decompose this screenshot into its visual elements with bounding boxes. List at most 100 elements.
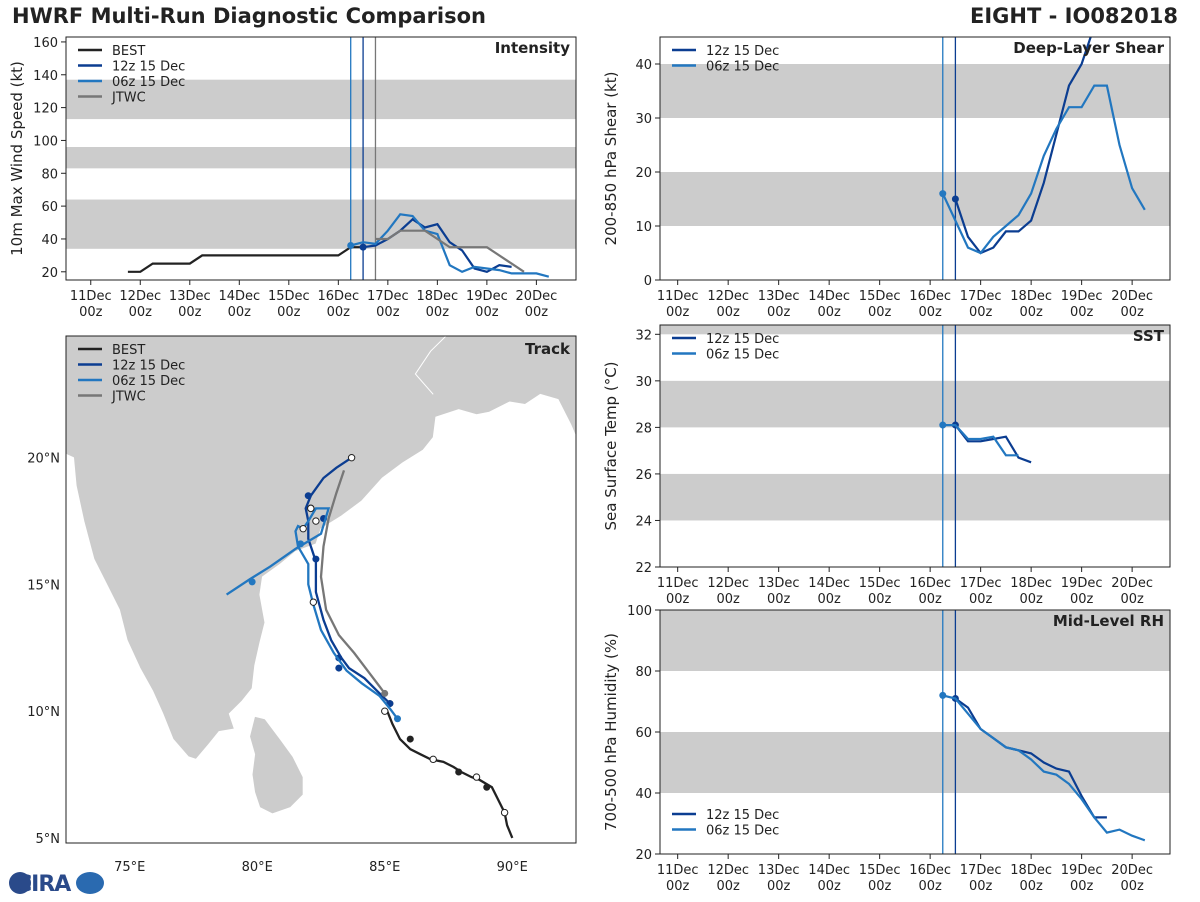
track-point-filled <box>248 578 256 586</box>
track-point-filled <box>455 768 463 776</box>
legend-label: 12z 15 Dec <box>706 808 779 823</box>
threshold-band <box>66 147 576 169</box>
threshold-band <box>660 732 1170 793</box>
threshold-band <box>660 473 1170 521</box>
sri-lanka-landmass <box>249 715 304 815</box>
x-tick-label-day: 18Dec <box>1010 576 1052 591</box>
x-tick-label-hour: 00z <box>817 879 841 894</box>
x-tick-label-hour: 00z <box>868 879 892 894</box>
threshold-band <box>660 172 1170 226</box>
chart-sst: 22242628303211Dec00z12Dec00z13Dec00z14De… <box>602 324 1171 607</box>
x-tick-label-day: 13Dec <box>169 289 211 304</box>
track-point-open <box>312 517 320 525</box>
threshold-band <box>660 610 1170 671</box>
x-tick-label-hour: 00z <box>767 592 791 607</box>
x-tick-label-hour: 00z <box>817 592 841 607</box>
y-tick-label: 140 <box>33 69 58 84</box>
x-tick-label-day: 16Dec <box>909 576 951 591</box>
series-line <box>127 246 364 273</box>
legend-label: JTWC <box>111 91 146 106</box>
track-point-filled <box>406 735 414 743</box>
x-tick-label-day: 19Dec <box>1061 576 1103 591</box>
logo-globe-icon <box>9 872 104 894</box>
x-tick-label-hour: 00z <box>716 592 740 607</box>
threshold-band <box>660 325 1170 335</box>
x-tick-label-day: 19Dec <box>1061 863 1103 878</box>
init-point <box>939 691 947 699</box>
x-tick-label-day: 16Dec <box>909 289 951 304</box>
x-tick-label-hour: 00z <box>1070 592 1094 607</box>
x-tick-label-hour: 00z <box>969 592 993 607</box>
x-tick-label-day: 14Dec <box>218 289 260 304</box>
x-tick-label-hour: 00z <box>376 305 400 320</box>
track-point-filled <box>394 715 401 723</box>
y-tick-label: 40 <box>635 787 652 802</box>
track-point-filled <box>483 783 491 791</box>
x-tick-label-hour: 00z <box>228 305 252 320</box>
x-tick-label-day: 19Dec <box>1061 289 1103 304</box>
x-tick-label-hour: 00z <box>868 592 892 607</box>
x-tick-label-day: 13Dec <box>758 289 800 304</box>
track-point-open <box>472 773 481 781</box>
threshold-band <box>660 64 1170 118</box>
x-tick-label-day: 15Dec <box>859 576 901 591</box>
x-tick-label-day: 13Dec <box>758 863 800 878</box>
x-tick-label-day: 11Dec <box>657 576 699 591</box>
x-tick-label-hour: 00z <box>1120 592 1144 607</box>
lat-tick-label: 5°N <box>36 832 61 847</box>
x-tick-label-day: 16Dec <box>909 863 951 878</box>
y-tick-label: 80 <box>41 167 58 182</box>
x-tick-label-hour: 00z <box>1019 305 1043 320</box>
y-tick-label: 120 <box>33 102 58 117</box>
track-line <box>225 507 399 720</box>
x-tick-label-hour: 00z <box>525 305 549 320</box>
x-tick-label-hour: 00z <box>79 305 103 320</box>
chart-rh: 2040608010011Dec00z12Dec00z13Dec00z14Dec… <box>602 604 1171 894</box>
x-tick-label-day: 15Dec <box>859 289 901 304</box>
track-point-open <box>500 808 509 817</box>
y-tick-label: 60 <box>41 200 58 215</box>
x-tick-label-hour: 00z <box>1070 879 1094 894</box>
x-tick-label-day: 17Dec <box>960 576 1002 591</box>
threshold-band <box>660 380 1170 428</box>
x-tick-label-hour: 00z <box>969 879 993 894</box>
track-line <box>319 470 386 695</box>
x-tick-label-day: 12Dec <box>119 289 161 304</box>
legend-label: 06z 15 Dec <box>112 75 185 90</box>
init-point <box>939 421 947 429</box>
x-tick-label-hour: 00z <box>277 305 301 320</box>
x-tick-label-day: 11Dec <box>657 289 699 304</box>
panel-title: SST <box>1133 327 1165 345</box>
x-tick-label-day: 19Dec <box>466 289 508 304</box>
track-point-open <box>299 524 307 533</box>
y-axis-label: Sea Surface Temp (°C) <box>602 361 620 530</box>
y-tick-label: 80 <box>635 665 652 680</box>
plot-frame <box>65 335 577 844</box>
x-tick-label-hour: 00z <box>666 592 690 607</box>
legend-label: 06z 15 Dec <box>706 824 779 839</box>
init-point <box>951 195 959 203</box>
track-point-filled <box>312 555 320 563</box>
x-tick-label-day: 20Dec <box>1111 576 1153 591</box>
x-tick-label-hour: 00z <box>475 305 499 320</box>
series-line <box>942 424 1019 457</box>
figure-title: HWRF Multi-Run Diagnostic Comparison <box>12 4 487 28</box>
track-point-filled <box>381 689 389 697</box>
lon-tick-label: 80°E <box>242 860 273 875</box>
x-tick-label-hour: 00z <box>918 592 942 607</box>
y-tick-label: 40 <box>635 58 652 73</box>
x-tick-label-hour: 00z <box>129 305 153 320</box>
plot-area <box>660 37 1170 280</box>
y-tick-label: 26 <box>635 468 652 483</box>
y-tick-label: 22 <box>635 561 652 576</box>
panel-title: Track <box>525 340 571 358</box>
y-tick-label: 160 <box>33 36 58 51</box>
x-tick-label-day: 14Dec <box>808 576 850 591</box>
x-tick-label-day: 15Dec <box>268 289 310 304</box>
x-tick-label-hour: 00z <box>716 879 740 894</box>
x-tick-label-day: 14Dec <box>808 863 850 878</box>
x-tick-label-day: 18Dec <box>1010 863 1052 878</box>
x-tick-label-hour: 00z <box>716 305 740 320</box>
x-tick-label-hour: 00z <box>817 305 841 320</box>
panel-title: Intensity <box>495 39 571 57</box>
